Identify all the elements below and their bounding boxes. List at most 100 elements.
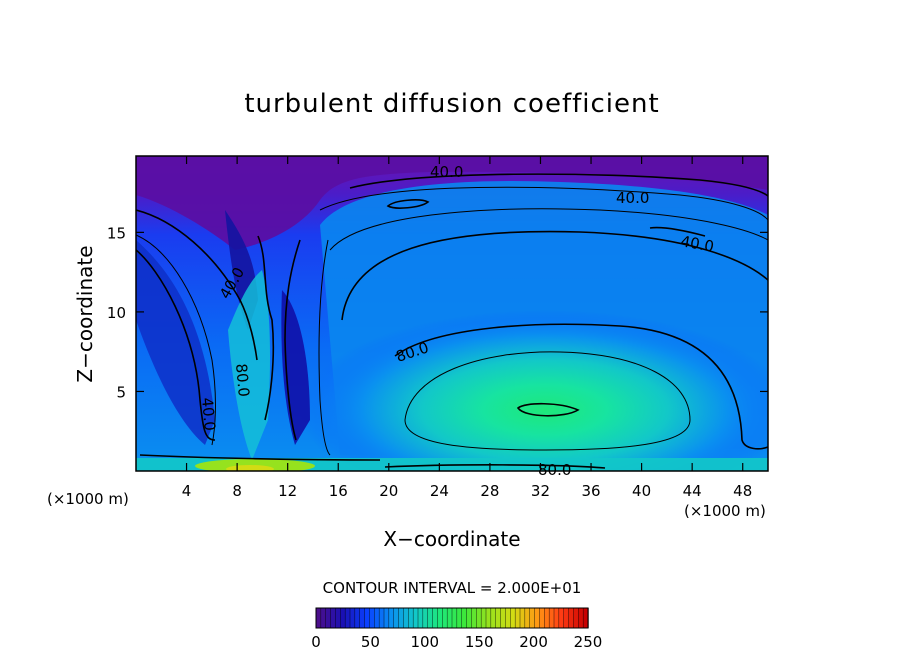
colorbar-cell [349, 607, 356, 629]
colorbar [315, 607, 589, 629]
upper-low-band [136, 156, 768, 250]
colorbar-cell [442, 607, 448, 629]
colorbar-cell [514, 607, 521, 629]
colorbar-cell [427, 607, 434, 629]
colorbar-cell [544, 607, 550, 629]
colorbar-cell [446, 607, 453, 629]
y-tick-label: 15 [107, 224, 126, 242]
contour-line [341, 230, 768, 321]
colorbar-tick-label: 250 [574, 633, 603, 651]
x-tick-label: 8 [232, 482, 242, 500]
colorbar-cell [369, 607, 375, 629]
colorbar-tick-label: 50 [361, 633, 380, 651]
x-unit-left: (×1000 m) [47, 490, 129, 508]
x-tick-label: 12 [278, 482, 297, 500]
contour-line [384, 464, 606, 469]
contour-line [329, 208, 768, 251]
surface-hotspot [195, 459, 315, 471]
y-axis: 5 10 15 [107, 224, 768, 401]
colorbar-cell [505, 607, 511, 629]
plot-frame [135, 155, 769, 472]
colorbar-cell [340, 607, 346, 629]
contour-lines [136, 173, 768, 469]
colorbar-tick-label: 150 [465, 633, 494, 651]
colorbar-cell [437, 607, 443, 629]
colorbar-cell [539, 607, 545, 629]
contour-label: 80.0 [538, 461, 571, 479]
contour-line [136, 234, 216, 446]
colorbar-cell [364, 607, 371, 629]
contour-label: 40.0 [198, 397, 219, 432]
contour-line [394, 323, 768, 450]
colorbar-cell [519, 607, 526, 629]
colorbar-cell [558, 607, 565, 629]
x-tick-label: 40 [632, 482, 651, 500]
contour-line [284, 239, 301, 441]
colorbar-cell [485, 607, 492, 629]
colorbar-cell [354, 607, 361, 629]
colorbar-cell [466, 607, 473, 629]
heatmap-field [136, 156, 768, 471]
colorbar-cell [451, 607, 458, 629]
x-axis-label: X−coordinate [383, 527, 520, 551]
contour-line [404, 351, 691, 451]
x-tick-label: 44 [683, 482, 702, 500]
contour-line [136, 249, 216, 441]
colorbar-cell [344, 607, 351, 629]
x-tick-label: 32 [531, 482, 550, 500]
colorbar-cell [335, 607, 341, 629]
colorbar-cell [548, 607, 555, 629]
y-tick-label: 10 [107, 304, 126, 322]
y-tick-label: 5 [116, 383, 126, 401]
surface-hotspot-core [226, 465, 274, 471]
colorbar-cell [510, 607, 516, 629]
colorbar-cell [524, 607, 531, 629]
colorbar-cell [534, 607, 541, 629]
plume-channel [228, 270, 270, 460]
colorbar-cell [553, 607, 560, 629]
colorbar-cell [412, 607, 419, 629]
high-value-core [300, 310, 768, 471]
colorbar-frame [315, 607, 589, 629]
colorbar-cell [374, 607, 380, 629]
colorbar-cell [398, 607, 405, 629]
colorbar-cell [408, 607, 414, 629]
colorbar-ticks: 0 50 100 150 200 250 [311, 633, 602, 651]
colorbar-cell [471, 607, 477, 629]
chart-title: turbulent diffusion coefficient [244, 89, 659, 119]
colorbar-cell [476, 607, 482, 629]
colorbar-cell [578, 607, 584, 629]
center-column [281, 290, 310, 445]
colorbar-cell [495, 607, 502, 629]
contour-line [349, 173, 768, 197]
colorbar-cell [320, 607, 327, 629]
contour-line [649, 226, 706, 237]
colorbar-cell [573, 607, 579, 629]
x-tick-label: 48 [733, 482, 752, 500]
colorbar-tick-label: 100 [410, 633, 439, 651]
colorbar-cell [568, 607, 575, 629]
contour-line [257, 235, 275, 421]
contour-line [386, 199, 430, 209]
contour-label: 40.0 [430, 163, 463, 181]
colorbar-cell [563, 607, 570, 629]
colorbar-cell [480, 607, 487, 629]
contour-line [319, 186, 768, 221]
colorbar-cell [388, 607, 395, 629]
colorbar-cell [325, 607, 332, 629]
colorbar-cell [490, 607, 497, 629]
x-tick-label: 20 [379, 482, 398, 500]
contour-line [318, 239, 331, 456]
colorbar-cell [383, 607, 390, 629]
contour-label: 40.0 [679, 232, 715, 256]
colorbar-cell [359, 607, 366, 629]
colorbar-cell [422, 607, 429, 629]
x-tick-label: 16 [329, 482, 348, 500]
contour-interval-text: CONTOUR INTERVAL = 2.000E+01 [323, 579, 582, 597]
colorbar-cell [456, 607, 463, 629]
x-tick-label: 28 [480, 482, 499, 500]
colorbar-tick-label: 0 [311, 633, 321, 651]
left-column [136, 240, 215, 445]
colorbar-cell [330, 607, 337, 629]
